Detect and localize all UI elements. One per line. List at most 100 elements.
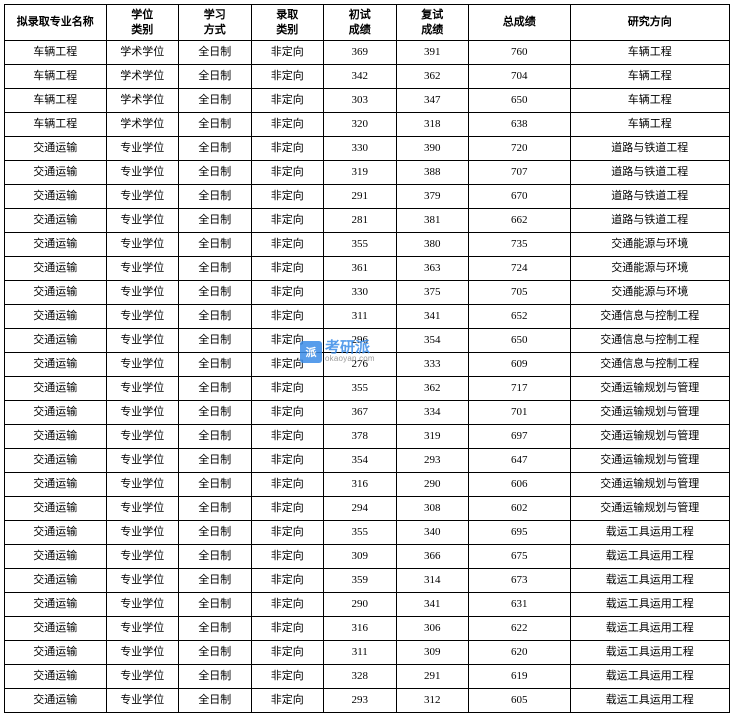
table-cell: 交通运输	[5, 353, 107, 377]
table-row: 车辆工程学术学位全日制非定向303347650车辆工程	[5, 89, 730, 113]
table-cell: 载运工具运用工程	[570, 521, 730, 545]
table-cell: 专业学位	[106, 665, 179, 689]
table-cell: 707	[469, 161, 571, 185]
table-cell: 交通信息与控制工程	[570, 329, 730, 353]
table-cell: 交通信息与控制工程	[570, 305, 730, 329]
table-cell: 专业学位	[106, 473, 179, 497]
table-row: 车辆工程学术学位全日制非定向342362704车辆工程	[5, 65, 730, 89]
table-cell: 专业学位	[106, 617, 179, 641]
table-cell: 606	[469, 473, 571, 497]
table-row: 交通运输专业学位全日制非定向361363724交通能源与环境	[5, 257, 730, 281]
table-cell: 交通运输	[5, 401, 107, 425]
table-cell: 非定向	[251, 497, 324, 521]
table-cell: 391	[396, 41, 469, 65]
table-cell: 290	[396, 473, 469, 497]
table-cell: 交通运输	[5, 257, 107, 281]
table-cell: 609	[469, 353, 571, 377]
table-cell: 全日制	[179, 137, 252, 161]
table-cell: 非定向	[251, 113, 324, 137]
table-cell: 303	[324, 89, 397, 113]
table-cell: 非定向	[251, 473, 324, 497]
table-row: 交通运输专业学位全日制非定向311309620载运工具运用工程	[5, 641, 730, 665]
table-cell: 全日制	[179, 185, 252, 209]
table-cell: 全日制	[179, 65, 252, 89]
table-cell: 非定向	[251, 521, 324, 545]
table-cell: 293	[396, 449, 469, 473]
table-cell: 362	[396, 377, 469, 401]
table-cell: 366	[396, 545, 469, 569]
table-row: 交通运输专业学位全日制非定向293312605载运工具运用工程	[5, 689, 730, 713]
table-cell: 全日制	[179, 233, 252, 257]
table-cell: 290	[324, 593, 397, 617]
table-cell: 697	[469, 425, 571, 449]
table-cell: 369	[324, 41, 397, 65]
table-cell: 学术学位	[106, 89, 179, 113]
table-cell: 620	[469, 641, 571, 665]
table-cell: 交通信息与控制工程	[570, 353, 730, 377]
table-cell: 全日制	[179, 257, 252, 281]
table-cell: 全日制	[179, 329, 252, 353]
table-cell: 专业学位	[106, 521, 179, 545]
table-cell: 650	[469, 329, 571, 353]
table-cell: 非定向	[251, 137, 324, 161]
table-cell: 全日制	[179, 281, 252, 305]
table-row: 交通运输专业学位全日制非定向316290606交通运输规划与管理	[5, 473, 730, 497]
table-cell: 学术学位	[106, 65, 179, 89]
table-row: 交通运输专业学位全日制非定向291379670道路与铁道工程	[5, 185, 730, 209]
table-cell: 专业学位	[106, 377, 179, 401]
table-cell: 交通运输	[5, 521, 107, 545]
table-cell: 交通运输	[5, 329, 107, 353]
table-cell: 281	[324, 209, 397, 233]
table-cell: 全日制	[179, 401, 252, 425]
table-cell: 650	[469, 89, 571, 113]
table-cell: 318	[396, 113, 469, 137]
table-cell: 全日制	[179, 593, 252, 617]
table-cell: 355	[324, 233, 397, 257]
table-cell: 全日制	[179, 497, 252, 521]
table-cell: 379	[396, 185, 469, 209]
table-cell: 交通运输	[5, 593, 107, 617]
table-cell: 717	[469, 377, 571, 401]
table-cell: 308	[396, 497, 469, 521]
table-cell: 专业学位	[106, 161, 179, 185]
table-cell: 342	[324, 65, 397, 89]
table-cell: 全日制	[179, 89, 252, 113]
table-cell: 316	[324, 617, 397, 641]
table-cell: 交通运输	[5, 209, 107, 233]
table-cell: 专业学位	[106, 449, 179, 473]
table-cell: 专业学位	[106, 137, 179, 161]
table-cell: 638	[469, 113, 571, 137]
table-cell: 378	[324, 425, 397, 449]
table-cell: 交通运输	[5, 185, 107, 209]
table-cell: 交通运输	[5, 425, 107, 449]
table-cell: 全日制	[179, 209, 252, 233]
header-initial-score: 初试成绩	[324, 5, 397, 41]
table-cell: 全日制	[179, 617, 252, 641]
table-cell: 293	[324, 689, 397, 713]
table-cell: 662	[469, 209, 571, 233]
table-cell: 载运工具运用工程	[570, 569, 730, 593]
table-cell: 非定向	[251, 209, 324, 233]
table-cell: 车辆工程	[570, 113, 730, 137]
table-cell: 673	[469, 569, 571, 593]
table-cell: 非定向	[251, 377, 324, 401]
table-row: 交通运输专业学位全日制非定向330375705交通能源与环境	[5, 281, 730, 305]
table-cell: 非定向	[251, 593, 324, 617]
table-cell: 车辆工程	[570, 65, 730, 89]
table-cell: 专业学位	[106, 497, 179, 521]
admission-table: 拟录取专业名称 学位类别 学习方式 录取类别 初试成绩 复试成绩 总成绩 研究方…	[4, 4, 730, 713]
table-cell: 非定向	[251, 65, 324, 89]
table-cell: 602	[469, 497, 571, 521]
table-cell: 非定向	[251, 569, 324, 593]
table-cell: 363	[396, 257, 469, 281]
table-cell: 交通能源与环境	[570, 281, 730, 305]
table-cell: 341	[396, 305, 469, 329]
table-cell: 道路与铁道工程	[570, 161, 730, 185]
table-cell: 专业学位	[106, 209, 179, 233]
table-cell: 361	[324, 257, 397, 281]
table-cell: 309	[324, 545, 397, 569]
table-cell: 631	[469, 593, 571, 617]
table-cell: 701	[469, 401, 571, 425]
table-row: 交通运输专业学位全日制非定向309366675载运工具运用工程	[5, 545, 730, 569]
table-row: 交通运输专业学位全日制非定向319388707道路与铁道工程	[5, 161, 730, 185]
